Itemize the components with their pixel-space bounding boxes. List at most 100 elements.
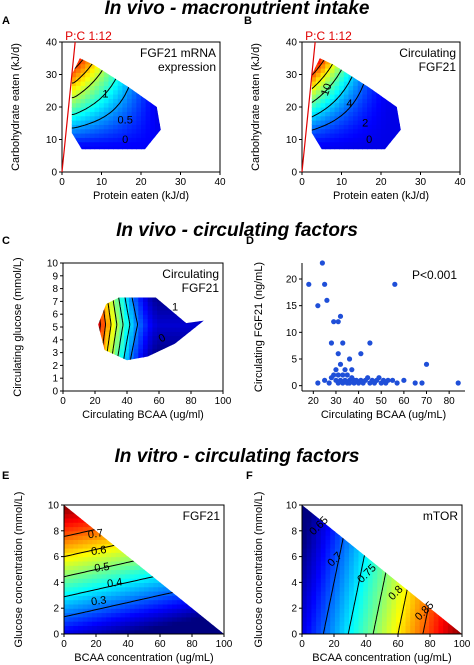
heatmap-cell [302, 556, 308, 562]
heatmap-cell [404, 159, 409, 164]
heatmap-cell [110, 335, 116, 341]
heatmap-cell [371, 94, 377, 99]
heatmap-cell [200, 586, 206, 592]
heatmap-cell [150, 141, 156, 147]
heatmap-cell [194, 339, 201, 345]
heatmap-cell [139, 565, 145, 571]
heatmap-cell [320, 81, 326, 86]
heatmap-cell [376, 155, 381, 160]
heatmap-cell [302, 539, 308, 545]
heatmap-cell [159, 111, 161, 117]
heatmap-cell [117, 120, 124, 125]
heatmap-cell [108, 46, 113, 51]
heatmap-cell [214, 552, 220, 558]
heatmap-cell [192, 98, 197, 103]
heatmap-cell [73, 526, 79, 532]
heatmap-cell [63, 331, 68, 336]
heatmap-cell [141, 124, 147, 130]
heatmap-cell [330, 573, 336, 579]
heatmap-cell [339, 616, 345, 622]
heatmap-cell [98, 339, 102, 345]
heatmap-cell [144, 608, 150, 614]
heatmap-cell [329, 59, 336, 65]
heatmap-cell [81, 150, 86, 155]
heatmap-cell [358, 599, 364, 605]
heatmap-cell [390, 159, 395, 164]
heatmap-cell [131, 128, 137, 134]
heatmap-cell [73, 603, 79, 609]
heatmap-cell [381, 46, 386, 51]
heatmap-cell [150, 102, 156, 108]
heatmap-cell [382, 629, 388, 634]
heatmap-cell [362, 159, 367, 164]
heatmap-cell [181, 374, 186, 379]
inset-label: FGF21 mRNA [140, 46, 216, 60]
heatmap-cell [191, 530, 197, 536]
heatmap-cell [120, 578, 126, 583]
heatmap-cell [363, 573, 369, 579]
heatmap-cell [446, 107, 451, 112]
heatmap-cell [136, 163, 141, 168]
heatmap-cell [118, 51, 123, 56]
heatmap-cell [409, 90, 414, 95]
heatmap-cell [334, 111, 340, 117]
heatmap-cell [363, 612, 369, 618]
heatmap-cell [153, 573, 159, 579]
heatmap-cell [195, 603, 202, 609]
heatmap-cell [141, 102, 147, 108]
heatmap-cell [105, 374, 110, 379]
heatmap-cell [186, 629, 192, 634]
heatmap-cell [353, 76, 359, 82]
heatmap-cell [68, 595, 75, 601]
heatmap-cell [71, 133, 72, 138]
heatmap-cell [437, 81, 442, 86]
heatmap-cell [437, 129, 442, 134]
heatmap-cell [214, 301, 219, 306]
heatmap-cell [141, 137, 147, 143]
heatmap-cell [176, 616, 183, 622]
heatmap-cell [329, 115, 336, 121]
heatmap-cell [73, 569, 79, 575]
heatmap-cell [204, 314, 209, 319]
heatmap-cell [78, 539, 84, 545]
p-value-annotation: P<0.001 [412, 268, 457, 282]
heatmap-cell [302, 55, 307, 60]
heatmap-cell [201, 142, 206, 147]
heatmap-cell [311, 94, 317, 99]
heatmap-cell [175, 356, 182, 361]
heatmap-cell [201, 129, 206, 134]
heatmap-cell [302, 513, 308, 519]
heatmap-cell [68, 599, 75, 605]
heatmap-cell [110, 374, 115, 379]
heatmap-cell [145, 133, 151, 138]
heatmap-cell [311, 552, 317, 558]
heatmap-cell [139, 556, 145, 562]
heatmap-cell [423, 142, 428, 147]
heatmap-cell [400, 552, 407, 558]
heatmap-cell [343, 85, 350, 91]
heatmap-cell [71, 137, 77, 143]
scatter-point [337, 361, 344, 367]
heatmap-cell [159, 128, 161, 134]
heatmap-cell [138, 305, 144, 311]
heatmap-cell [92, 522, 98, 528]
heatmap-cell [334, 133, 340, 138]
heatmap-cell [82, 293, 87, 298]
heatmap-cell [437, 120, 442, 125]
heatmap-cell [85, 89, 91, 95]
heatmap-cell [68, 548, 75, 553]
heatmap-cell [162, 382, 167, 387]
heatmap-cell [372, 505, 378, 510]
heatmap-cell [120, 586, 126, 592]
heatmap-cell [106, 621, 112, 626]
heatmap-cell [103, 146, 110, 150]
heatmap-cell [136, 107, 142, 112]
heatmap-cell [92, 578, 98, 583]
heatmap-cell [353, 159, 358, 164]
heatmap-cell [172, 603, 178, 609]
heatmap-cell [131, 68, 137, 73]
y-tick-label: 20 [46, 103, 58, 114]
heatmap-cell [211, 111, 216, 116]
heatmap-cell [372, 509, 378, 515]
